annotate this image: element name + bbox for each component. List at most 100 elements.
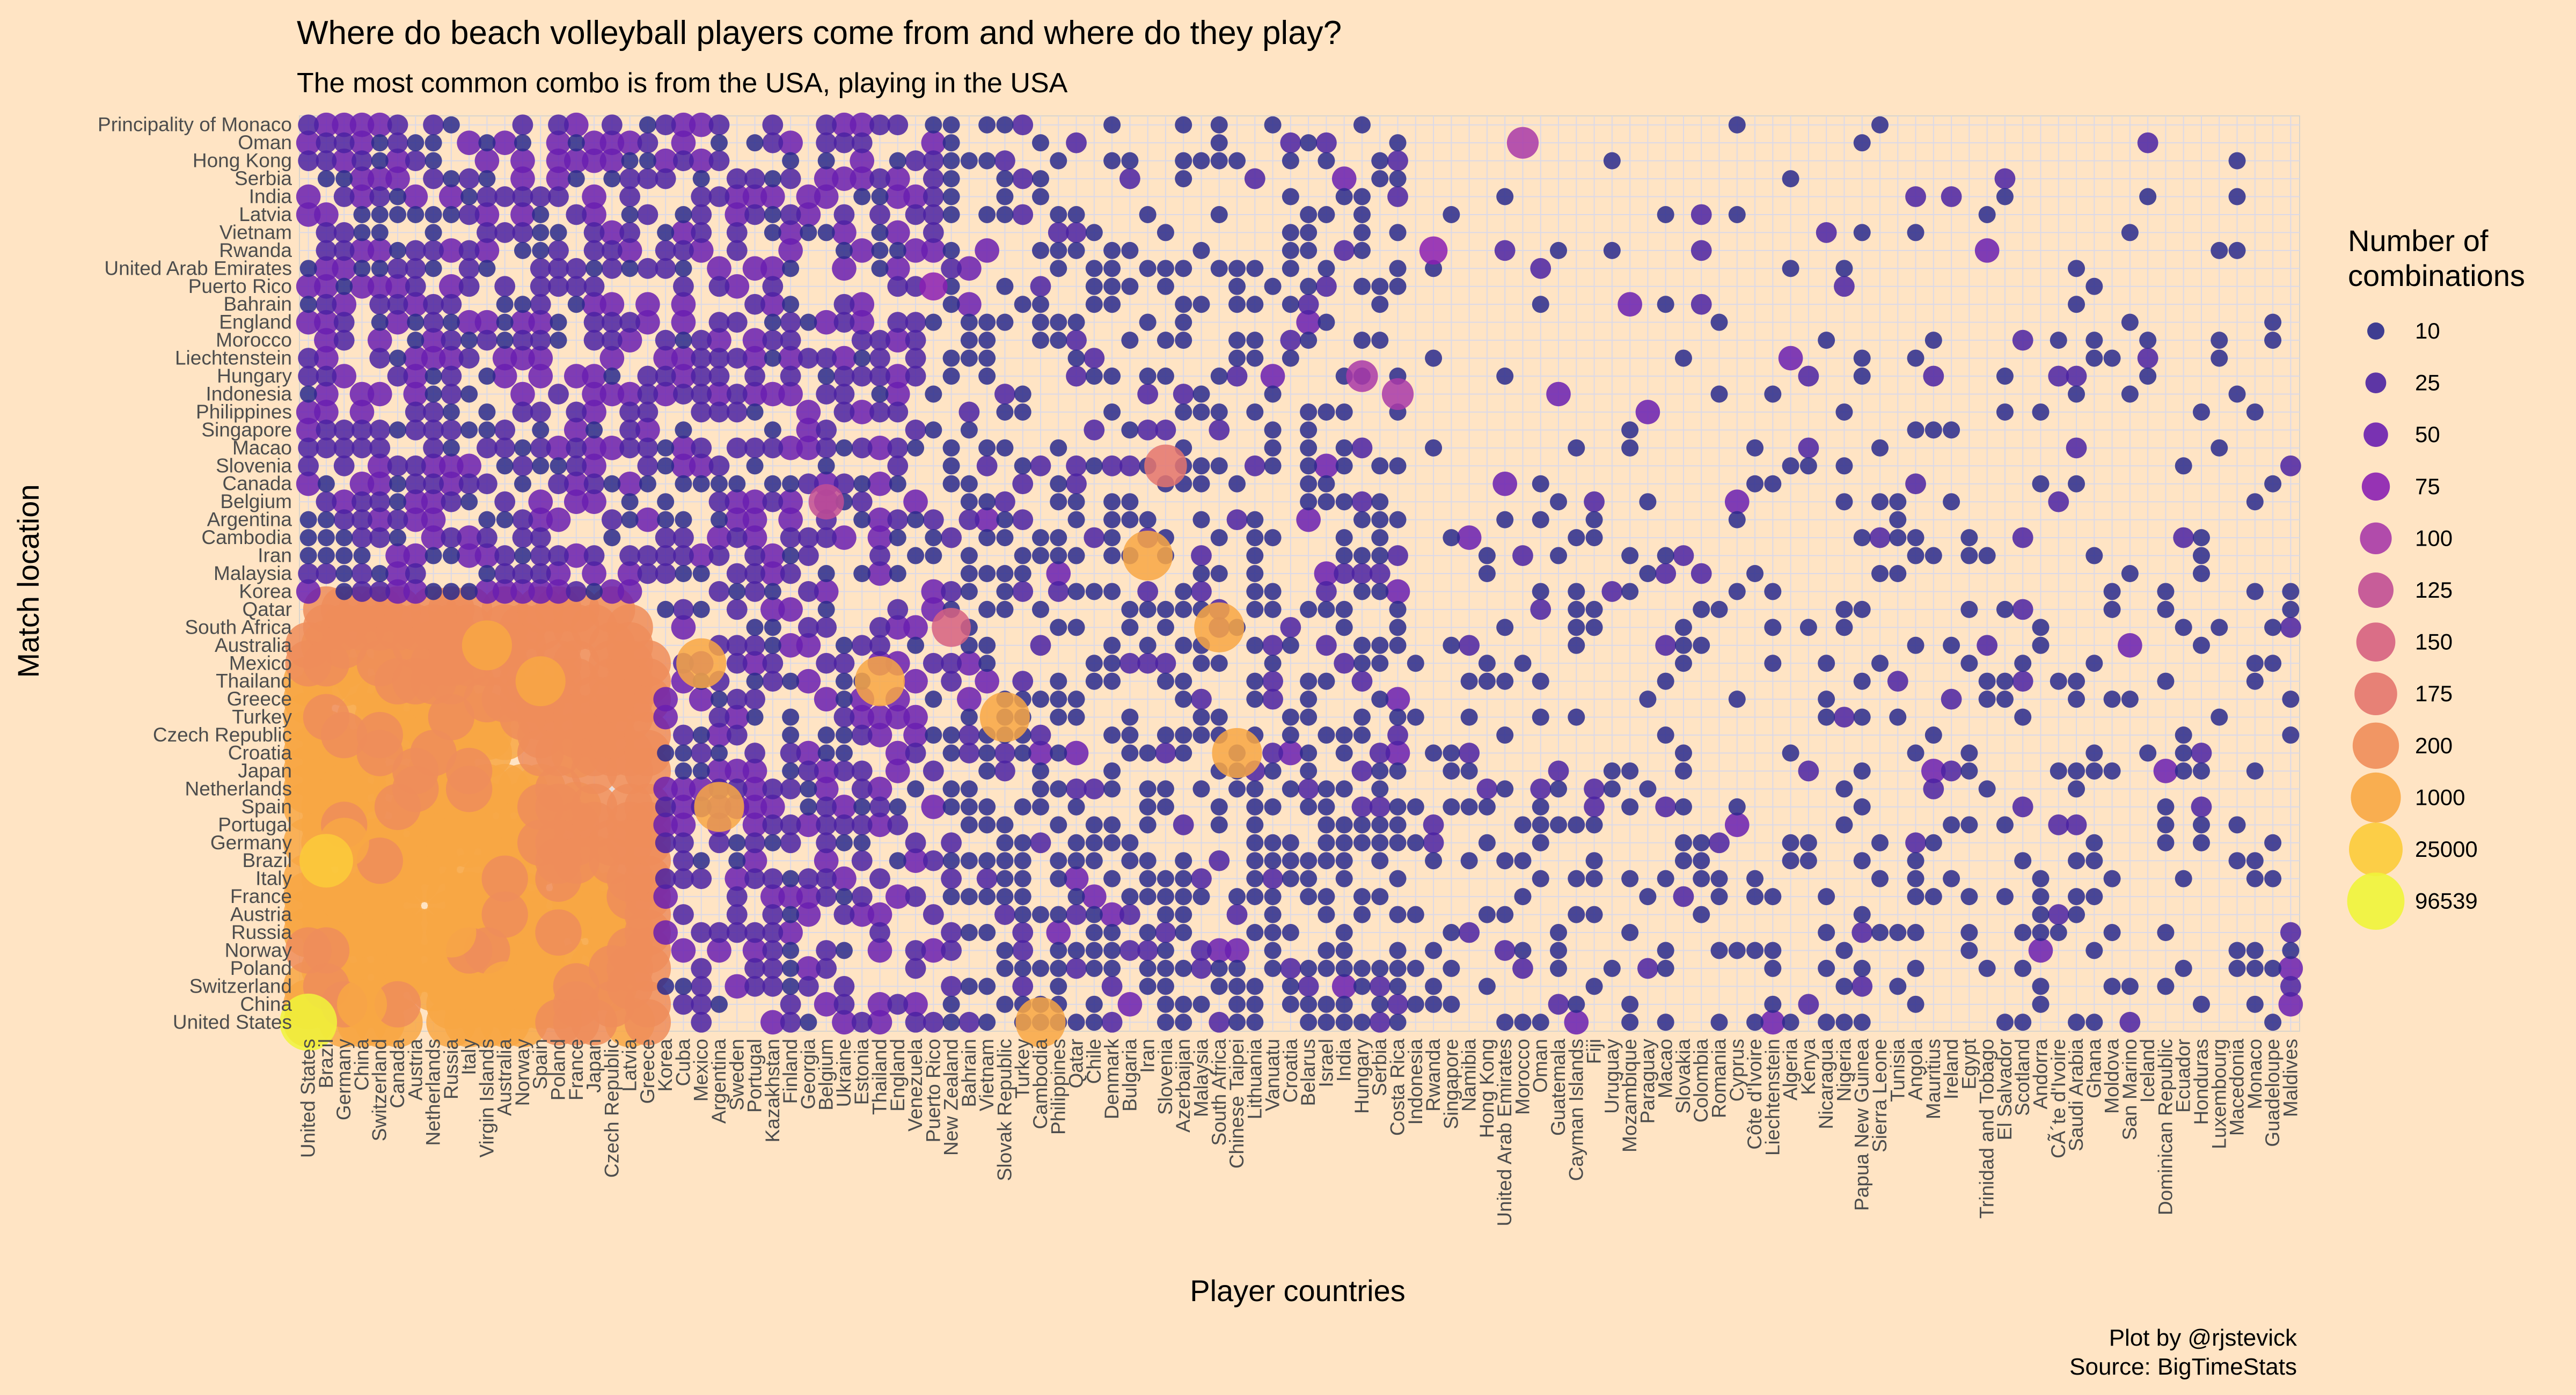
data-point: [405, 150, 426, 172]
data-point: [724, 866, 750, 891]
data-point: [1282, 708, 1299, 726]
data-point: [2012, 527, 2033, 548]
data-point: [619, 186, 641, 207]
data-point: [925, 385, 942, 403]
data-point: [582, 148, 606, 173]
data-point: [816, 437, 837, 459]
data-point: [1085, 942, 1103, 959]
data-point: [1407, 834, 1424, 851]
y-tick-label: Croatia: [228, 742, 292, 764]
data-point: [2175, 870, 2192, 887]
data-point: [1192, 152, 1210, 170]
data-point: [2032, 475, 2050, 493]
data-point: [299, 834, 353, 888]
data-point: [851, 635, 873, 656]
data-point: [582, 400, 606, 424]
data-point: [1031, 313, 1049, 331]
data-point: [1050, 780, 1067, 798]
data-point: [352, 563, 372, 584]
data-point: [1157, 780, 1174, 798]
data-point: [428, 622, 475, 669]
data-point: [816, 132, 837, 153]
data-point: [1031, 762, 1049, 780]
data-point: [832, 256, 857, 281]
data-point: [942, 852, 960, 870]
data-point: [814, 992, 839, 1017]
data-point: [619, 437, 641, 459]
y-tick-label: Thailand: [216, 670, 292, 692]
data-point: [942, 780, 960, 798]
data-point: [567, 170, 585, 188]
data-point: [1798, 365, 1819, 387]
data-point: [367, 471, 392, 496]
data-point: [760, 597, 785, 622]
data-point: [1996, 672, 2014, 690]
data-point: [458, 204, 480, 225]
data-point: [1264, 421, 1282, 439]
data-point: [606, 855, 653, 902]
data-point: [708, 312, 730, 333]
data-point: [780, 832, 801, 854]
data-point: [1139, 368, 1157, 385]
data-point: [637, 437, 658, 459]
data-point: [1818, 1014, 1835, 1031]
data-point: [851, 365, 873, 387]
data-point: [833, 204, 855, 225]
data-point: [425, 152, 442, 170]
data-point: [1494, 940, 1516, 961]
data-point: [1210, 978, 1228, 995]
data-point: [1282, 834, 1299, 851]
data-point: [1568, 529, 1585, 547]
data-point: [941, 581, 962, 602]
data-point: [2139, 744, 2157, 762]
data-point: [724, 507, 750, 532]
data-point: [1585, 619, 1603, 636]
data-point: [1296, 507, 1321, 532]
data-point: [835, 672, 853, 690]
data-point: [869, 204, 890, 225]
data-point: [960, 349, 978, 367]
data-point: [2014, 959, 2032, 977]
data-point: [1443, 529, 1460, 547]
data-point: [655, 114, 676, 136]
data-point: [1907, 224, 1924, 241]
data-point: [1460, 852, 1478, 870]
data-point: [1835, 978, 1853, 995]
data-point: [1907, 852, 1924, 870]
data-point: [423, 401, 444, 423]
data-point: [903, 489, 928, 514]
y-tick-label: Qatar: [242, 598, 292, 620]
data-point: [942, 439, 960, 457]
data-point: [1246, 332, 1264, 349]
data-point: [635, 310, 660, 335]
data-point: [515, 656, 566, 707]
data-point: [1369, 796, 1391, 818]
data-point: [1031, 529, 1049, 547]
data-point: [349, 274, 375, 299]
data-point: [546, 130, 571, 155]
data-point: [1782, 852, 1799, 870]
data-point: [960, 798, 978, 816]
data-point: [1746, 1014, 1764, 1031]
data-point: [742, 328, 767, 353]
data-point: [458, 473, 480, 495]
data-point: [942, 798, 960, 816]
data-point: [494, 276, 516, 297]
data-point: [996, 565, 1014, 582]
data-point: [1764, 583, 1782, 600]
data-point: [744, 563, 765, 584]
data-point: [675, 421, 692, 439]
data-point: [387, 293, 408, 315]
data-point: [2264, 870, 2282, 887]
x-tick-label: Mozambique: [1619, 1039, 1641, 1152]
data-point: [1584, 779, 1605, 799]
data-point: [1996, 816, 2014, 834]
data-point: [387, 509, 408, 531]
data-point: [385, 579, 410, 604]
data-point: [583, 329, 605, 351]
data-point: [782, 978, 800, 995]
data-point: [744, 437, 765, 459]
data-point: [671, 292, 696, 317]
data-point: [1532, 475, 1549, 493]
data-point: [833, 760, 855, 782]
